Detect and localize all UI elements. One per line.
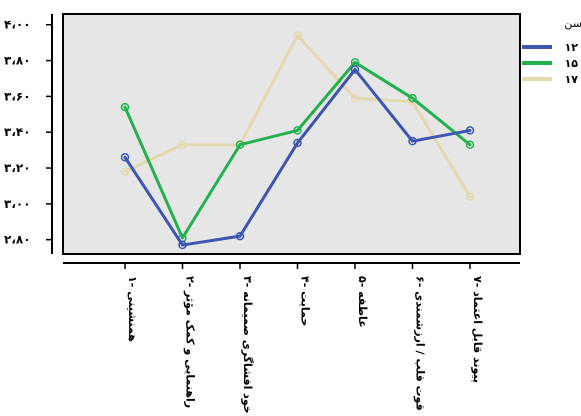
data-point: [235, 231, 245, 241]
y-tick-label: ۳،۰۰: [4, 197, 31, 211]
legend-title: سن: [564, 17, 581, 30]
x-tick-label: ۴- حمایت: [299, 276, 312, 326]
data-point: [178, 140, 187, 149]
data-point: [293, 138, 302, 148]
series-lines: [120, 31, 475, 250]
data-point: [120, 102, 130, 112]
data-point: [120, 153, 130, 162]
legend-label: ۱۵: [565, 57, 579, 70]
data-point: [293, 126, 302, 135]
x-tick-label: ۵- عاطفه: [356, 276, 369, 328]
y-tick-label: ۳،۲۰: [4, 161, 31, 175]
y-tick-label: ۴،۰۰: [4, 18, 31, 32]
x-axis: ۱- همنشینی ۲- راهنمایی و کمک مؤثر ۳- خود ا…: [124, 263, 484, 414]
y-tick-label: ۲،۸۰: [4, 233, 31, 247]
legend-label: ۱۲: [565, 41, 579, 54]
data-point: [293, 31, 302, 40]
y-tick-label: ۳،۸۰: [4, 54, 31, 68]
x-tick-label: ۳- خود افشاگری صمیمانه: [241, 276, 254, 414]
data-point: [408, 93, 417, 103]
y-tick-label: ۳،۶۰: [4, 89, 31, 103]
y-axis: ۲،۸۰ ۳،۰۰ ۳،۲۰ ۳،۴۰ ۳،۶۰ ۳،۸۰ ۴،۰۰: [4, 18, 52, 247]
x-tick-label: ۲- راهنمایی و کمک مؤثر: [184, 276, 197, 408]
x-tick-label: ۱- همنشینی: [126, 276, 139, 342]
data-point: [178, 240, 187, 250]
data-point: [408, 136, 417, 146]
legend-label: ۱۷: [565, 73, 579, 86]
data-point: [350, 65, 360, 74]
data-point: [465, 140, 475, 149]
legend: سن ۱۲ ۱۵ ۱۷: [522, 17, 581, 86]
series-line-0: [123, 68, 472, 247]
data-point: [465, 192, 475, 201]
data-point: [120, 167, 130, 176]
data-point: [350, 93, 360, 103]
y-tick-label: ۳،۴۰: [4, 125, 31, 139]
x-tick-label: ۶- قوت قلب / ارزشمندی: [414, 276, 427, 411]
data-point: [465, 126, 475, 135]
data-point: [235, 140, 245, 149]
x-tick-label: ۷- پیوند قابل اعتماد: [471, 276, 484, 383]
series-line-1: [123, 60, 472, 240]
